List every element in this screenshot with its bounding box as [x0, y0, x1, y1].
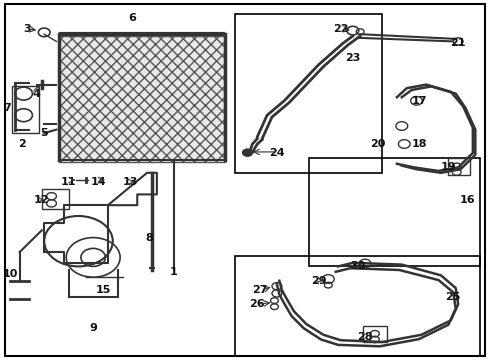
Text: 7: 7: [3, 103, 11, 113]
Bar: [448, 158, 470, 175]
Bar: [235, 14, 382, 173]
Text: 11: 11: [61, 177, 76, 187]
Text: 9: 9: [89, 323, 97, 333]
Text: 13: 13: [122, 177, 138, 187]
Text: 4: 4: [33, 89, 41, 99]
Bar: [235, 256, 480, 356]
Text: 16: 16: [460, 195, 476, 205]
Text: 12: 12: [34, 195, 49, 205]
Text: 28: 28: [357, 332, 373, 342]
Bar: [12, 86, 39, 133]
Text: 10: 10: [2, 269, 18, 279]
Text: 8: 8: [146, 233, 153, 243]
Text: 2: 2: [18, 139, 26, 149]
Circle shape: [243, 149, 252, 156]
Text: 5: 5: [40, 128, 48, 138]
Text: 24: 24: [269, 148, 285, 158]
Text: 18: 18: [411, 139, 427, 149]
Bar: [309, 158, 480, 266]
Text: 6: 6: [128, 13, 136, 23]
Text: 27: 27: [252, 285, 268, 295]
Text: 23: 23: [345, 53, 361, 63]
Bar: [59, 36, 225, 162]
Text: 21: 21: [450, 38, 466, 48]
Text: 22: 22: [333, 24, 348, 34]
Text: 17: 17: [411, 96, 427, 106]
Text: 14: 14: [90, 177, 106, 187]
Text: 30: 30: [350, 261, 366, 271]
Bar: [363, 326, 387, 342]
Text: 3: 3: [23, 24, 31, 34]
Text: 19: 19: [441, 162, 456, 172]
Text: 29: 29: [311, 276, 326, 286]
Text: 15: 15: [95, 285, 111, 295]
Text: 26: 26: [249, 299, 265, 309]
Text: 20: 20: [369, 139, 385, 149]
Text: 25: 25: [445, 292, 461, 302]
Bar: [42, 189, 69, 209]
Text: 1: 1: [170, 267, 178, 277]
